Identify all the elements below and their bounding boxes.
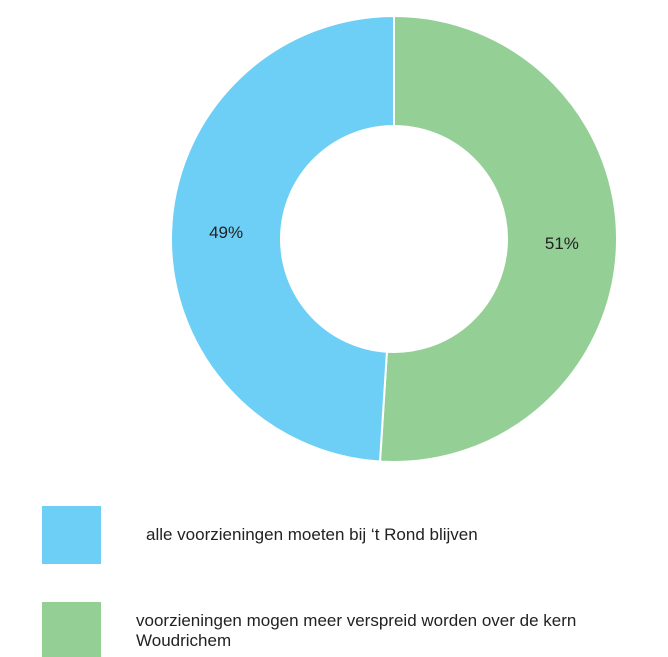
legend-label: voorzieningen mogen meer verspreid worde… (136, 611, 577, 650)
data-label: 51% (545, 234, 579, 253)
donut-slice (378, 14, 618, 463)
legend-item: voorzieningen mogen meer verspreid worde… (42, 602, 666, 657)
legend-swatch (42, 602, 101, 657)
chart: 51% 49% (170, 14, 618, 463)
legend-item: alle voorzieningen moeten bij ‘t Rond bl… (42, 506, 668, 564)
donut-slice (170, 14, 395, 463)
legend-swatch (42, 506, 101, 564)
legend-label: alle voorzieningen moeten bij ‘t Rond bl… (146, 525, 478, 544)
data-label: 49% (209, 223, 243, 242)
